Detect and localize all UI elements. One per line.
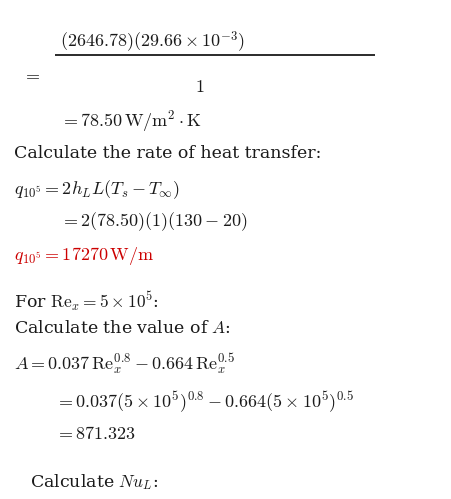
- Text: $= 2(78.50)(1)(130 - 20)$: $= 2(78.50)(1)(130 - 20)$: [60, 210, 247, 233]
- Text: For $\mathrm{Re}_x = 5\times10^5$:: For $\mathrm{Re}_x = 5\times10^5$:: [14, 290, 159, 313]
- Text: $= 0.037(5\times10^5)^{0.8} - 0.664(5\times10^5)^{0.5}$: $= 0.037(5\times10^5)^{0.8} - 0.664(5\ti…: [55, 390, 354, 415]
- Text: Calculate the value of $A$:: Calculate the value of $A$:: [14, 320, 231, 337]
- Text: $A = 0.037\,\mathrm{Re}_x^{0.8} - 0.664\,\mathrm{Re}_x^{0.5}$: $A = 0.037\,\mathrm{Re}_x^{0.8} - 0.664\…: [14, 352, 235, 377]
- Text: $= 78.50\,\mathrm{W/m^2 \cdot K}$: $= 78.50\,\mathrm{W/m^2 \cdot K}$: [60, 108, 202, 134]
- Text: $q_{10^5} = 2h_L L(T_s - T_\infty)$: $q_{10^5} = 2h_L L(T_s - T_\infty)$: [14, 178, 180, 201]
- Text: $=$: $=$: [22, 65, 40, 83]
- Text: $1$: $1$: [195, 78, 205, 96]
- Text: $q_{10^5} = 17270\,\mathrm{W/m}$: $q_{10^5} = 17270\,\mathrm{W/m}$: [14, 245, 154, 267]
- Text: $= 871.323$: $= 871.323$: [55, 425, 136, 443]
- Text: $(2646.78)(29.66\times10^{-3})$: $(2646.78)(29.66\times10^{-3})$: [60, 30, 245, 55]
- Text: Calculate the rate of heat transfer:: Calculate the rate of heat transfer:: [14, 145, 322, 162]
- Text: Calculate $Nu_L$:: Calculate $Nu_L$:: [30, 472, 158, 492]
